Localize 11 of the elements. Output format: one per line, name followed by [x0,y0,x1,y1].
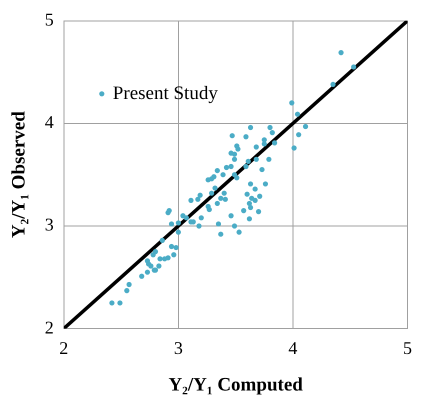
x-tick-label: 4 [288,338,298,358]
y-tick-label: 3 [44,214,54,235]
x-axis-title: Y₂/Y₁ Computed [168,374,304,396]
legend-label: Present Study [112,82,218,104]
x-tick-label: 5 [403,338,412,358]
y-tick-label: 4 [44,112,54,132]
y-axis-title: Y₂/Y₁ Observed [8,110,30,238]
y-tick-label: 5 [44,10,54,30]
x-tick-label: 3 [174,338,183,358]
x-tick-label: 2 [59,338,68,358]
y-tick-label: 2 [44,317,54,338]
